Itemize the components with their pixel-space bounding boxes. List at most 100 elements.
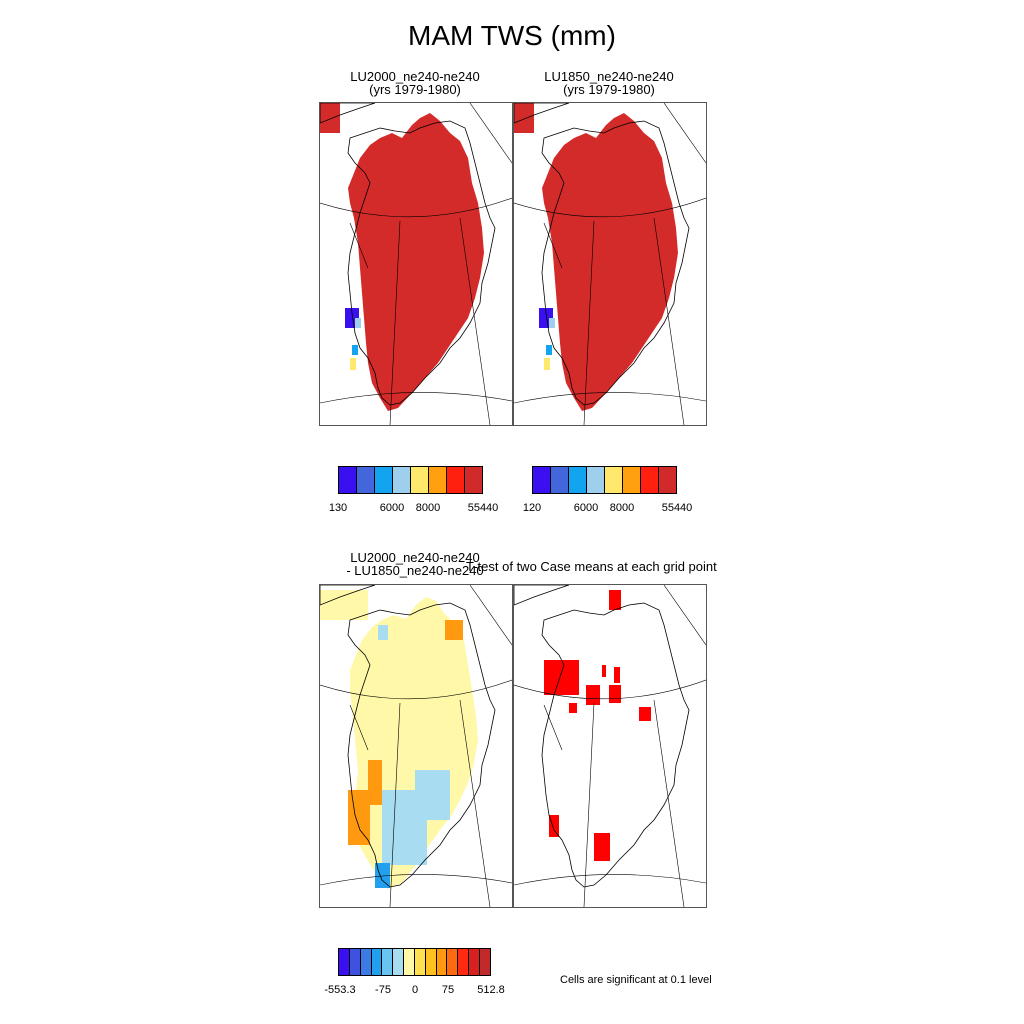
cb2-tick-max: 55440 — [661, 502, 693, 514]
lu2000-tws-cell-blue — [352, 345, 358, 355]
cb1-tick-8000: 8000 — [415, 502, 441, 514]
panel2-title-line1: LU1850_ne240-ne240 — [544, 69, 674, 84]
map-lu2000-svg — [320, 103, 512, 425]
cb1-tick-min: 130 — [328, 502, 348, 514]
map-panel-ttest — [513, 584, 707, 908]
colorbar-swatch-3 — [374, 466, 393, 494]
cb3-tick-neg75: -75 — [375, 984, 391, 996]
colorbar-swatch-4 — [586, 466, 605, 494]
significant-cell — [609, 685, 621, 703]
diff-negative-region-southeast — [415, 770, 450, 820]
ttest-meridian-4 — [543, 704, 563, 751]
panel2-title-line2: (yrs 1979-1980) — [563, 82, 655, 97]
map-lu1850-svg — [514, 103, 706, 425]
lu1850-meridian-4 — [543, 222, 563, 269]
lu1850-meridian-2 — [653, 217, 685, 425]
cb3-tick-min: -553.3 — [324, 984, 356, 996]
colorbar-swatch-6 — [622, 466, 641, 494]
cb3-tick-75: 75 — [441, 984, 455, 996]
colorbar-swatch-3 — [568, 466, 587, 494]
map-panel-lu1850 — [513, 102, 707, 426]
significant-cell — [639, 707, 651, 721]
cb2-tick-8000: 8000 — [609, 502, 635, 514]
lu2000-meridian-2 — [459, 217, 491, 425]
difference-latitude-line-north — [320, 679, 512, 700]
colorbar-swatch-7 — [446, 466, 465, 494]
difference-greenland-coastline — [347, 602, 496, 888]
colorbar-swatch-8 — [464, 466, 483, 494]
panel3-title-line2: - LU1850_ne240-ne240 — [346, 563, 484, 578]
colorbar-swatch-14 — [478, 948, 491, 976]
ttest-meridian-2 — [653, 699, 685, 907]
lu1850-tws-cell-yellow — [544, 358, 550, 370]
difference-meridian-4 — [349, 704, 369, 751]
lu1850-tws-cell-blue — [546, 345, 552, 355]
significant-cell — [569, 703, 577, 713]
lu2000-greenland-coastline — [347, 120, 496, 406]
cb2-tick-min: 120 — [522, 502, 542, 514]
colorbar-swatch-5 — [410, 466, 429, 494]
lu1850-latitude-line-north — [514, 197, 706, 218]
significant-cell — [544, 660, 579, 695]
diff-positive-region-west-upper — [368, 760, 382, 805]
map-ttest-svg — [514, 585, 706, 907]
diff-negative-cell-north — [378, 625, 388, 640]
significant-cell — [602, 665, 606, 677]
diff-neutral-ellesmere — [320, 590, 368, 620]
lu1850-tws-cell-lightblue — [549, 318, 555, 328]
lu1850-tws-fill — [542, 113, 678, 411]
colorbar-swatch-7 — [640, 466, 659, 494]
lu2000-latitude-line-south — [320, 392, 512, 404]
colorbar-swatch-2 — [550, 466, 569, 494]
ttest-latitude-line-north — [514, 679, 706, 700]
lu2000-tws-cell-yellow — [350, 358, 356, 370]
cb2-tick-6000: 6000 — [573, 502, 599, 514]
lu2000-meridian-3 — [469, 103, 512, 164]
ttest-ellesmere-coast — [514, 585, 570, 606]
cb3-tick-zero: 0 — [411, 984, 419, 996]
lu1850-meridian-1 — [583, 220, 595, 425]
ttest-meridian-1 — [583, 702, 595, 907]
lu2000-ellesmere-coast — [320, 103, 376, 124]
difference-latitude-line-south — [320, 874, 512, 886]
colorbar-swatch-6 — [428, 466, 447, 494]
significant-cell — [594, 833, 610, 861]
colorbar-lu2000 — [338, 466, 483, 494]
lu1850-meridian-3 — [663, 103, 706, 164]
lu2000-tws-fill-ellesmere — [320, 103, 340, 133]
colorbar-swatch-1 — [532, 466, 551, 494]
diff-negative-region-tip — [375, 863, 390, 888]
difference-meridian-1 — [389, 702, 401, 907]
map-panel-lu2000 — [319, 102, 513, 426]
difference-ellesmere-coast — [320, 585, 376, 606]
significant-cell — [614, 667, 620, 683]
panel1-title-line1: LU2000_ne240-ne240 — [350, 69, 480, 84]
colorbar-lu1850 — [532, 466, 677, 494]
lu1850-latitude-line-south — [514, 392, 706, 404]
colorbar-difference — [338, 948, 491, 976]
figure-title: MAM TWS (mm) — [408, 20, 616, 51]
difference-meridian-3 — [469, 585, 512, 646]
map-panel-difference — [319, 584, 513, 908]
lu2000-latitude-line-north — [320, 197, 512, 218]
diff-positive-region-northeast — [445, 620, 463, 640]
significance-note: Cells are significant at 0.1 level — [560, 974, 712, 986]
significant-cell — [586, 685, 600, 705]
cb1-tick-max: 55440 — [467, 502, 499, 514]
colorbar-swatch-5 — [604, 466, 623, 494]
difference-meridian-2 — [459, 699, 491, 907]
colorbar-swatch-8 — [658, 466, 677, 494]
lu2000-meridian-4 — [349, 222, 369, 269]
ttest-latitude-line-south — [514, 874, 706, 886]
lu2000-meridian-1 — [389, 220, 401, 425]
ttest-greenland-coastline — [541, 602, 690, 888]
lu2000-tws-cell-lightblue — [355, 318, 361, 328]
ttest-meridian-3 — [663, 585, 706, 646]
panel4-title: T-test of two Case means at each grid po… — [466, 559, 717, 574]
lu1850-ellesmere-coast — [514, 103, 570, 124]
colorbar-swatch-4 — [392, 466, 411, 494]
lu2000-tws-fill — [348, 113, 484, 411]
cb1-tick-6000: 6000 — [379, 502, 405, 514]
lu1850-greenland-coastline — [541, 120, 690, 406]
map-difference-svg — [320, 585, 512, 907]
